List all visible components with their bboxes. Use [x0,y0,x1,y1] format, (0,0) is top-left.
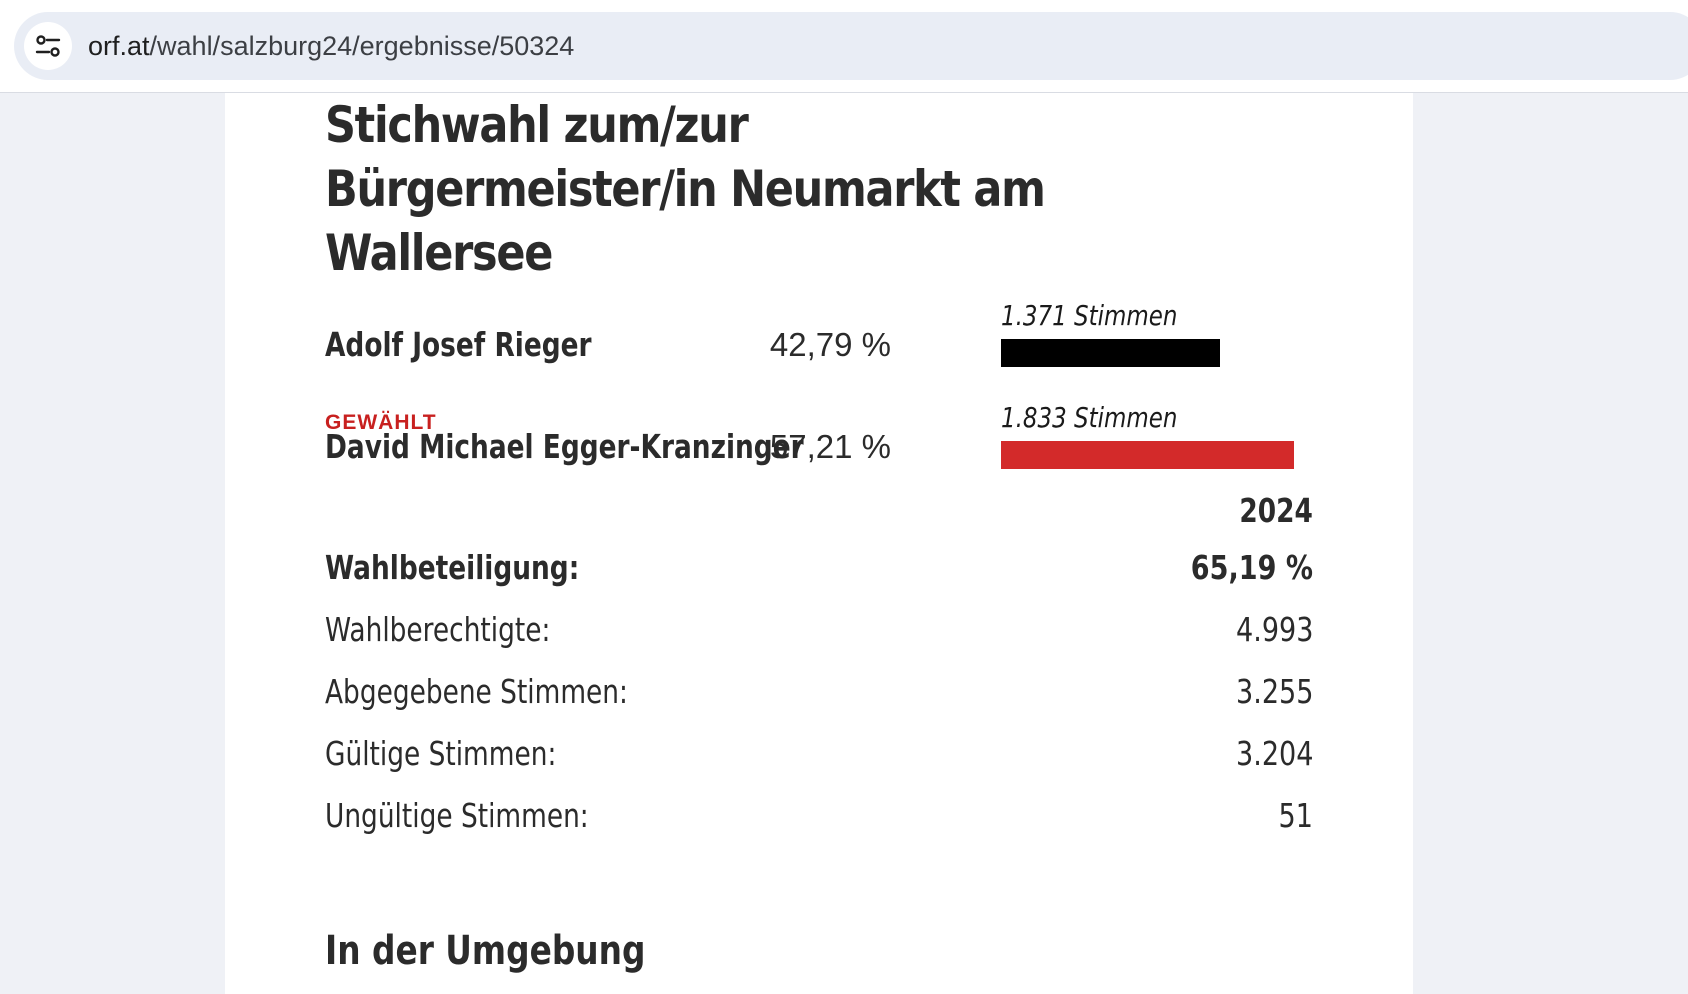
candidate-row: Adolf Josef Rieger 42,79 % 1.371 Stimmen [325,299,1313,367]
stats-label: Abgegebene Stimmen: [325,672,628,711]
stats-value: 51 [1278,796,1313,835]
stats-row-valid: Gültige Stimmen: 3.204 [325,729,1313,779]
url-host: orf.at [88,31,150,61]
candidate-row-elected: GEWÄHLT David Michael Egger-Kranzinger 5… [325,401,1313,469]
page-title: Stichwahl zum/zur Bürgermeister/in Neuma… [325,96,1046,282]
page-content: Stichwahl zum/zur Bürgermeister/in Neuma… [225,93,1413,994]
address-bar[interactable]: orf.at/wahl/salzburg24/ergebnisse/50324 [14,12,1688,80]
stats-value: 3.255 [1235,672,1313,711]
candidate-bar [1001,339,1220,367]
candidate-percent: 57,21 % [769,428,891,465]
tune-settings-icon[interactable] [24,22,72,70]
stats-value: 4.993 [1235,610,1313,649]
stats-row-turnout: Wahlbeteiligung: 65,19 % [325,543,1313,593]
stats-row-cast: Abgegebene Stimmen: 3.255 [325,667,1313,717]
url-path: /wahl/salzburg24/ergebnisse/50324 [149,31,575,61]
candidate-bar-box: 1.371 Stimmen [1001,299,1321,367]
candidate-name: David Michael Egger-Kranzinger [325,427,804,466]
stats-label: Wahlberechtigte: [325,610,551,649]
stats-value: 3.204 [1235,734,1313,773]
stats-year-header: 2024 [1239,491,1313,530]
elected-badge: GEWÄHLT [325,411,437,434]
browser-toolbar: orf.at/wahl/salzburg24/ergebnisse/50324 [0,0,1688,93]
stats-label: Wahlbeteiligung: [325,548,580,587]
stats-label: Gültige Stimmen: [325,734,557,773]
candidate-votes: 1.371 Stimmen [1001,299,1178,332]
candidate-name: Adolf Josef Rieger [325,325,592,364]
candidate-votes: 1.833 Stimmen [1001,401,1178,434]
candidate-percent: 42,79 % [769,326,891,363]
section-heading: In der Umgebung [325,928,646,974]
stats-value: 65,19 % [1190,548,1313,587]
url-text[interactable]: orf.at/wahl/salzburg24/ergebnisse/50324 [88,12,574,80]
stats-row-invalid: Ungültige Stimmen: 51 [325,791,1313,841]
stats-row-eligible: Wahlberechtigte: 4.993 [325,605,1313,655]
stats-label: Ungültige Stimmen: [325,796,589,835]
candidate-bar [1001,441,1294,469]
candidate-bar-box: 1.833 Stimmen [1001,401,1321,469]
